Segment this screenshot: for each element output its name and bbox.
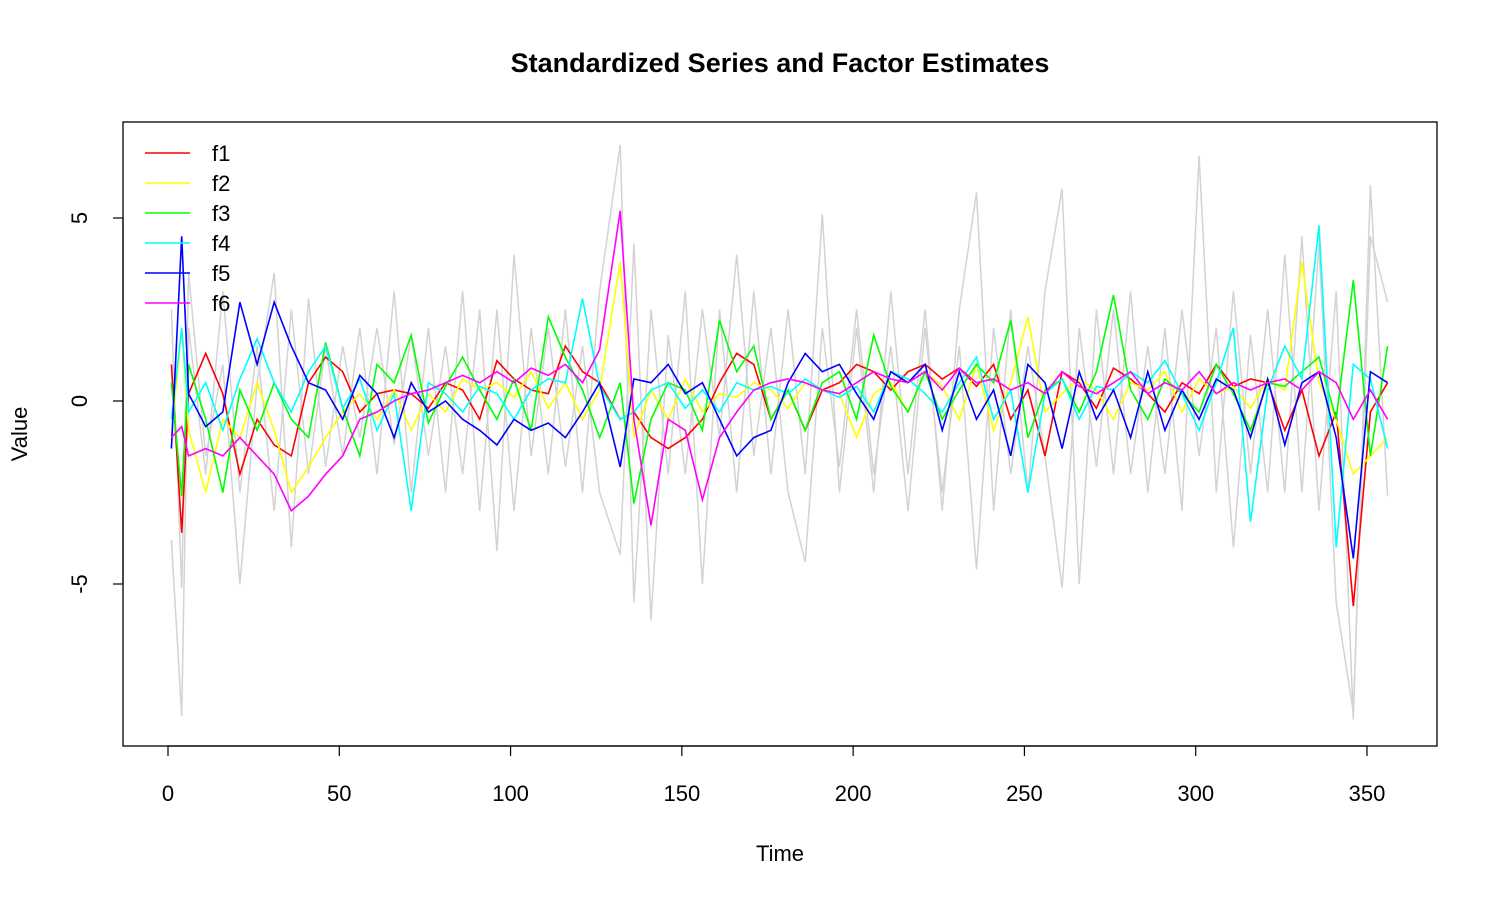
x-tick-label: 0 xyxy=(162,781,174,806)
x-axis-label: Time xyxy=(756,841,804,866)
factor-series-group xyxy=(170,210,1389,607)
x-axis: 0 50 100 150 200 250 300 350 xyxy=(162,745,1386,806)
x-tick-label: 350 xyxy=(1349,781,1386,806)
x-tick-label: 300 xyxy=(1177,781,1214,806)
series-line-f6 xyxy=(170,210,1389,526)
legend-label-f3: f3 xyxy=(212,201,230,226)
legend: f1 f2 f3 f4 f5 f6 xyxy=(145,141,230,316)
chart-title: Standardized Series and Factor Estimates xyxy=(511,48,1050,78)
x-tick-label: 250 xyxy=(1006,781,1043,806)
series-line-f2 xyxy=(170,261,1389,495)
y-tick-label: 0 xyxy=(67,395,92,407)
x-tick-label: 50 xyxy=(327,781,351,806)
x-tick-label: 150 xyxy=(663,781,700,806)
background-series-line-2 xyxy=(170,236,1389,713)
x-tick-label: 200 xyxy=(835,781,872,806)
y-axis: -5 0 5 xyxy=(67,212,124,594)
y-axis-label: Value xyxy=(7,407,32,462)
y-tick-label: -5 xyxy=(67,574,92,594)
plot-frame xyxy=(122,121,1438,747)
legend-label-f5: f5 xyxy=(212,261,230,286)
background-series-group xyxy=(170,144,1389,720)
series-line-f4 xyxy=(170,225,1389,548)
legend-label-f2: f2 xyxy=(212,171,230,196)
y-tick-label: 5 xyxy=(67,212,92,224)
legend-label-f4: f4 xyxy=(212,231,230,256)
x-tick-label: 100 xyxy=(492,781,529,806)
legend-label-f6: f6 xyxy=(212,291,230,316)
legend-label-f1: f1 xyxy=(212,141,230,166)
background-series-line-1 xyxy=(170,144,1389,720)
